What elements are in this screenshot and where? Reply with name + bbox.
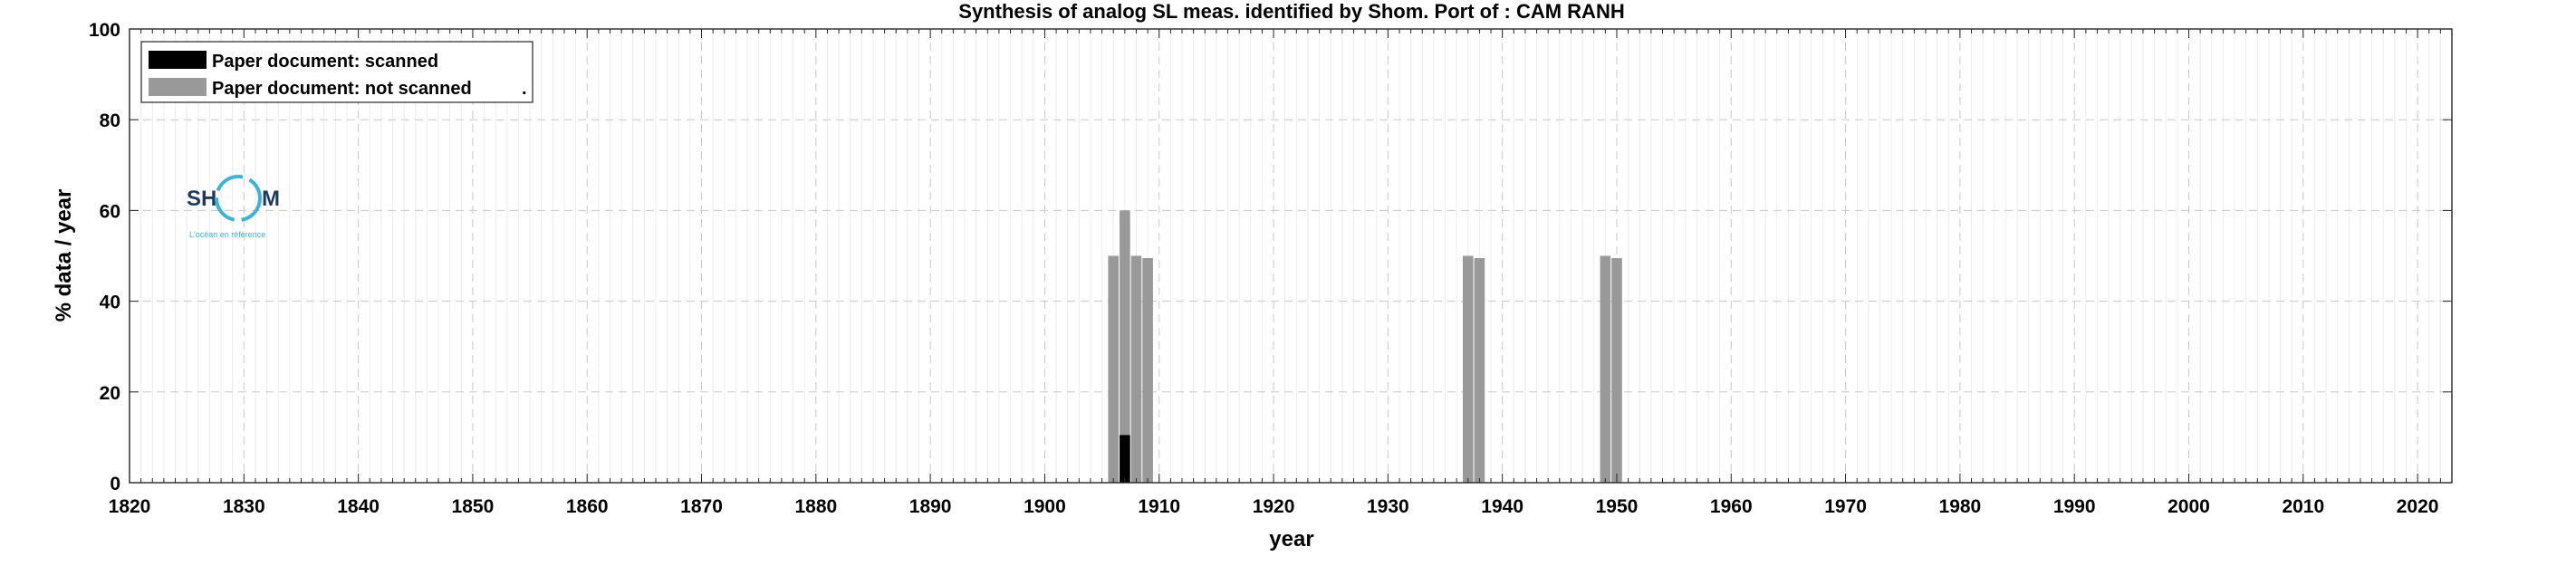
legend: Paper document: scanned Paper document: …: [140, 41, 533, 103]
bars-not-scanned: [1108, 210, 1622, 483]
logo-ring: [215, 175, 262, 222]
x-tick-label: 1910: [1138, 496, 1180, 517]
shom-logo: SH M L'océan en référence: [187, 175, 280, 239]
bar-scanned: [1120, 435, 1130, 483]
x-tick-label: 1880: [794, 496, 837, 517]
bar-not-scanned: [1600, 255, 1611, 483]
x-tick-labels: 1820 1830 1840 1850 1860 1870 1880 1890 1900 1910…: [109, 496, 2439, 517]
major-grid: [130, 29, 2452, 483]
x-tick-label: 2000: [2167, 496, 2210, 517]
x-tick-label: 1950: [1596, 496, 1639, 517]
bar-not-scanned: [1120, 210, 1130, 483]
y-tick-label: 40: [100, 293, 120, 313]
chart-title: Synthesis of analog SL meas. identified …: [958, 0, 1624, 23]
legend-extra-mark: .: [522, 79, 527, 99]
x-tick-label: 1930: [1367, 496, 1409, 517]
plot-frame: [129, 28, 2453, 484]
axis-ticks: [129, 28, 2453, 484]
bar-not-scanned: [1462, 255, 1474, 483]
y-tick-label: 0: [110, 474, 120, 494]
x-tick-label: 2020: [2397, 496, 2439, 517]
x-tick-label: 1840: [337, 496, 380, 517]
y-tick-label: 20: [100, 383, 120, 404]
x-tick-label: 1820: [109, 496, 151, 517]
x-tick-label: 1890: [909, 496, 952, 517]
y-tick-label: 60: [100, 201, 120, 222]
legend-swatch-not-scanned: [149, 78, 207, 96]
bar-not-scanned: [1474, 258, 1485, 483]
x-tick-label: 1830: [223, 496, 265, 517]
bar-not-scanned: [1130, 255, 1142, 483]
x-tick-label: 1850: [452, 496, 495, 517]
y-tick-label: 80: [100, 110, 120, 131]
x-tick-label: 1970: [1824, 496, 1867, 517]
y-tick-labels: 0 20 40 60 80 100: [89, 20, 120, 494]
x-tick-label: 1990: [2053, 496, 2096, 517]
x-tick-label: 1920: [1253, 496, 1295, 517]
y-tick-label: 100: [89, 20, 120, 41]
bar-not-scanned: [1611, 258, 1622, 483]
logo-tagline: L'océan en référence: [189, 230, 265, 239]
legend-label-scanned: Paper document: scanned: [212, 52, 438, 72]
x-tick-label: 1860: [566, 496, 609, 517]
x-tick-label: 1870: [680, 496, 723, 517]
y-axis-label: % data / year: [52, 189, 76, 322]
plot-area: [130, 29, 2452, 483]
logo-text-left: SH: [187, 187, 216, 211]
x-tick-label: 1900: [1024, 496, 1066, 517]
legend-swatch-scanned: [149, 51, 207, 69]
x-tick-label: 1940: [1481, 496, 1523, 517]
x-tick-label: 1980: [1939, 496, 1982, 517]
legend-label-not-scanned: Paper document: not scanned: [212, 79, 472, 99]
bar-not-scanned: [1142, 258, 1153, 483]
bar-not-scanned: [1108, 255, 1120, 483]
x-axis-label: year: [1269, 527, 1313, 552]
x-tick-label: 2010: [2282, 496, 2324, 517]
logo-text-right: M: [262, 187, 280, 211]
x-tick-label: 1960: [1710, 496, 1753, 517]
bars-scanned: [1120, 435, 1130, 483]
